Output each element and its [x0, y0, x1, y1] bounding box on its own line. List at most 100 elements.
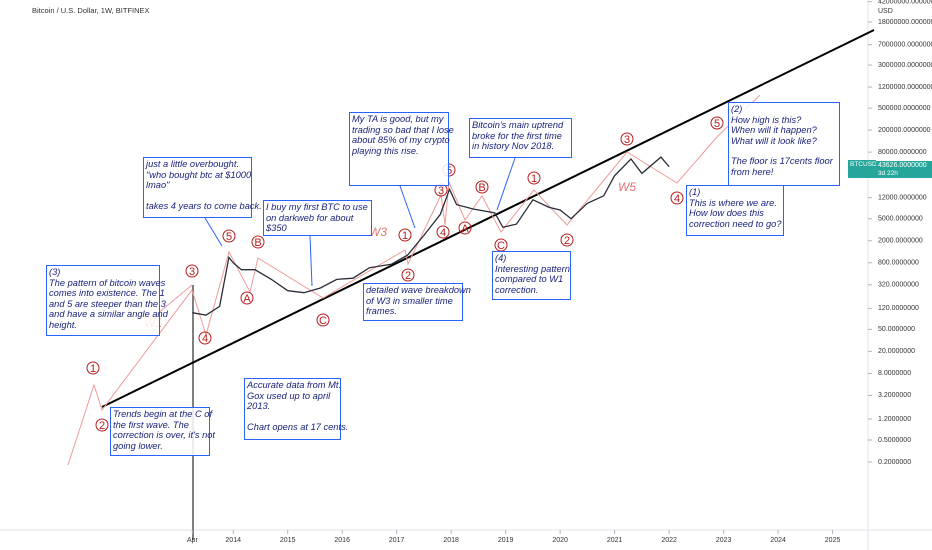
y-tick-label: 3000000.0000000 — [878, 62, 932, 69]
wave-circle: 1 — [86, 361, 100, 375]
annotation-line: What will it look like? — [731, 135, 817, 146]
x-tick-label: 2018 — [443, 537, 459, 544]
annotation-line: The pattern of bitcoin waves — [49, 277, 166, 288]
annotation-paragraph: Bitcoin's main uptrend broke for the firs… — [472, 120, 569, 152]
annotation-paragraph: (2) How high is this? When will it happen?… — [731, 104, 837, 146]
annotation: (1) This is where we are. How low does thi… — [686, 185, 784, 236]
annotation-line: from here! — [731, 166, 774, 177]
annotation-line: Accurate data from Mt. — [247, 380, 342, 390]
annotation-line: My TA is good, but my — [352, 114, 444, 124]
annotation: My TA is good, but my trading so bad that… — [349, 112, 454, 186]
annotation-paragraph: (4) Interesting pattern compared to W1 corr… — [495, 253, 570, 295]
annotation: Trends begin at the C of the first wave. … — [110, 407, 216, 456]
x-tick-label: 2016 — [334, 537, 350, 544]
x-tick-label: 2021 — [607, 537, 623, 544]
annotation-paragraph: (3) The pattern of bitcoin waves comes int… — [49, 267, 168, 330]
x-tick-label: 2024 — [770, 537, 786, 544]
wave-circle: 3 — [185, 264, 199, 278]
wave-label: 2 — [405, 270, 411, 282]
y-tick-label: 42000000.0000000 — [878, 0, 932, 6]
annotation: (4) Interesting pattern compared to W1 corr… — [492, 251, 571, 300]
wave-label: 2 — [564, 235, 570, 247]
wave-circle: 4 — [198, 331, 212, 345]
x-tick-label: 2019 — [498, 537, 514, 544]
wave-label: 1 — [90, 363, 96, 375]
wave-circle: 2 — [95, 418, 109, 432]
wave-label: 1 — [402, 230, 408, 242]
annotation-line: frames. — [366, 306, 397, 316]
x-tick-label: 2020 — [552, 537, 568, 544]
wave-circle: A — [458, 221, 472, 235]
annotation-line: and 5 are steeper than the 3 — [49, 298, 166, 309]
wave-label: W3 — [369, 225, 387, 239]
wave-circle: 4 — [670, 191, 684, 205]
trendline — [101, 29, 875, 408]
x-tick-label: 2022 — [661, 537, 677, 544]
x-tick-label: 2025 — [825, 537, 841, 544]
wave-label: B — [478, 182, 485, 194]
annotation-line: Bitcoin's main uptrend — [472, 120, 564, 130]
wave-circle: C — [316, 313, 330, 327]
x-tick-label: 2014 — [225, 537, 241, 544]
annotation-line: (2) — [731, 104, 743, 114]
annotation-line: the first wave. The — [113, 419, 189, 430]
wave-label: 5 — [226, 231, 232, 243]
wave-label: 4 — [440, 227, 446, 239]
chart-title: Bitcoin / U.S. Dollar, 1W, BITFINEX — [32, 6, 150, 15]
annotation-line: detailed wave breakdown — [366, 285, 471, 295]
annotation-line: I buy my first BTC to use — [266, 202, 368, 212]
wave-circle: 4 — [436, 225, 450, 239]
wave-circle: 1 — [527, 171, 541, 185]
wave-circle: 1 — [398, 228, 412, 242]
annotation-line: of W3 in smaller time — [366, 295, 453, 306]
annotation-line: $350 — [266, 223, 287, 233]
annotation: I buy my first BTC to use on darkweb for … — [263, 200, 372, 236]
y-tick-label: 18000000.0000000 — [878, 19, 932, 26]
annotation-line: trading so bad that I lose — [352, 124, 454, 135]
y-tick-label: 7000000.0000000 — [878, 42, 932, 49]
annotation-line: correction is over, it's not — [113, 430, 216, 440]
bar-countdown: 3d 22h — [876, 170, 932, 178]
annotation-line: about 85% of my crypto — [352, 135, 450, 145]
wave-circle: 2 — [401, 268, 415, 282]
annotation-line: (1) — [689, 187, 701, 197]
last-price-label: 43626.0000000 — [876, 161, 932, 170]
wave-circle: A — [240, 291, 254, 305]
wave-circle: 3 — [620, 132, 634, 146]
wave-circle: 5 — [222, 229, 236, 243]
annotation-line: Chart opens at 17 cents. — [247, 421, 349, 432]
wave-label: B — [254, 237, 261, 249]
y-tick-label: 1200000.0000000 — [878, 84, 932, 91]
wave-label: 5 — [446, 165, 452, 177]
wave-circle: 5 — [710, 116, 724, 130]
y-tick-label: 500000.0000000 — [878, 105, 931, 112]
annotation-line: "who bought btc at $1000 — [146, 169, 252, 180]
y-tick-label: 80000.0000000 — [878, 149, 927, 156]
wave-label: 1 — [531, 173, 537, 185]
annotation-paragraph: Accurate data from Mt. Gox used up to apr… — [247, 380, 342, 412]
wave-label: 2 — [99, 420, 105, 432]
x-tick-label: 2017 — [389, 537, 405, 544]
arrows — [204, 157, 516, 287]
x-tick-label: Apr — [187, 537, 199, 544]
y-tick-label: 8.0000000 — [878, 370, 911, 377]
annotation: (2) How high is this? When will it happen?… — [728, 102, 840, 186]
annotation-paragraph: I buy my first BTC to use on darkweb for … — [266, 202, 369, 234]
annotation-line: This is where we are. — [689, 197, 777, 208]
y-tick-label: 0.5000000 — [878, 437, 911, 444]
wave-label: 5 — [714, 118, 720, 130]
wave-label: C — [497, 240, 505, 252]
currency-label: USD — [878, 8, 893, 15]
y-tick-label: 120.0000000 — [878, 305, 919, 312]
annotation-line: Gox used up to april — [247, 390, 331, 401]
annotation-line: 2013. — [247, 401, 271, 411]
y-tick-label: 12000.0000000 — [878, 195, 927, 202]
annotation-line: lmao" — [146, 180, 170, 190]
annotation-paragraph: Chart opens at 17 cents. — [247, 421, 349, 433]
annotation-paragraph: (1) This is where we are. How low does thi… — [689, 187, 782, 229]
annotation-line: How high is this? — [731, 114, 802, 125]
symbol-badge: BTCUSD — [848, 160, 877, 178]
price-line — [192, 156, 670, 316]
annotation-paragraph: takes 4 years to come back. — [146, 201, 262, 212]
